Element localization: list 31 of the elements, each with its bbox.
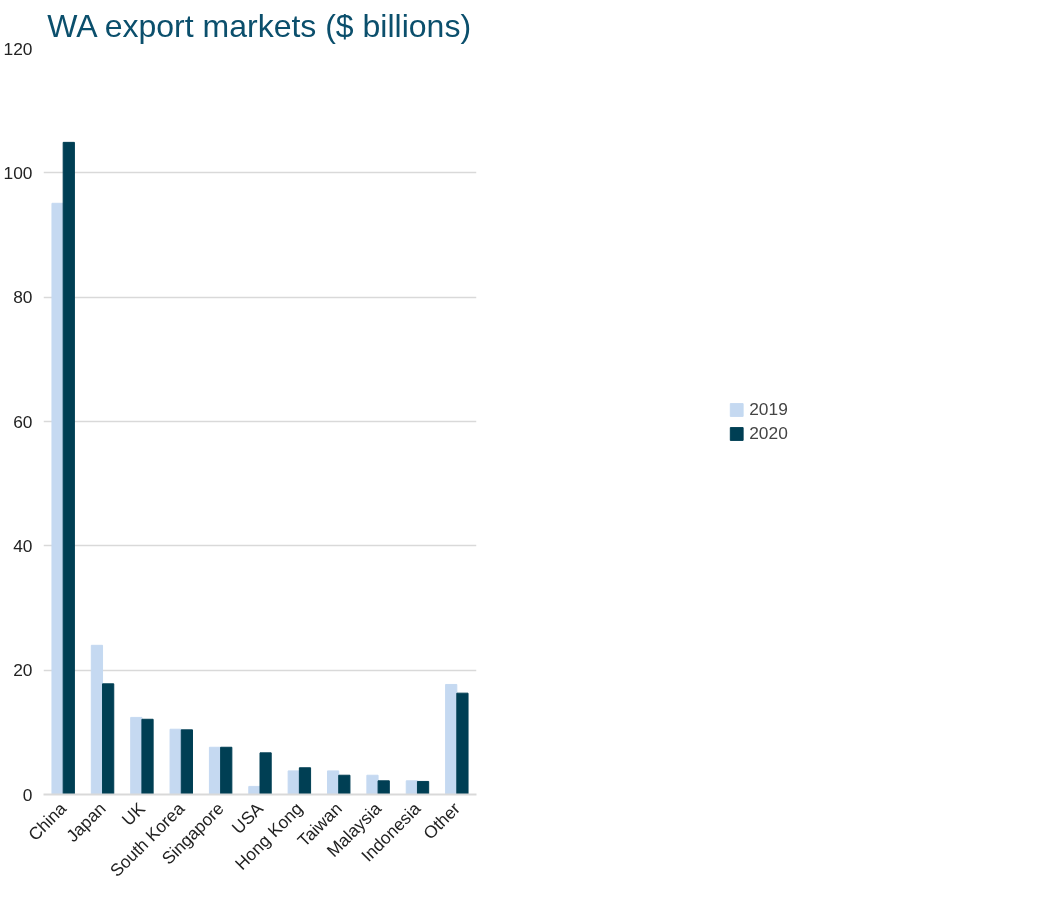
chart-title: WA export markets ($ billions) bbox=[47, 7, 472, 44]
y-tick-label: 120 bbox=[3, 38, 33, 59]
bar bbox=[416, 780, 430, 795]
bar bbox=[405, 780, 418, 795]
bar bbox=[259, 752, 272, 795]
bar bbox=[327, 770, 340, 795]
legend-label: 2019 bbox=[749, 398, 788, 420]
bar bbox=[456, 692, 469, 795]
bar bbox=[62, 141, 75, 795]
bar bbox=[51, 202, 64, 795]
bar bbox=[180, 729, 193, 795]
bar bbox=[169, 728, 182, 795]
bar bbox=[102, 683, 115, 795]
y-tick-label: 60 bbox=[13, 411, 33, 432]
legend-label: 2020 bbox=[749, 422, 788, 444]
bar bbox=[90, 644, 104, 795]
x-tick-label: UK bbox=[117, 798, 150, 830]
y-tick-label: 80 bbox=[13, 287, 33, 308]
bar bbox=[366, 774, 379, 795]
bar bbox=[141, 718, 154, 795]
bar bbox=[445, 683, 458, 795]
y-tick-label: 20 bbox=[13, 660, 33, 681]
bar bbox=[298, 767, 312, 795]
bar bbox=[130, 716, 143, 795]
bar bbox=[287, 770, 300, 795]
bar bbox=[338, 774, 351, 795]
y-tick-label: 40 bbox=[13, 535, 33, 556]
y-tick-label: 100 bbox=[3, 162, 33, 183]
bar bbox=[220, 746, 233, 795]
y-tick-label: 0 bbox=[22, 784, 33, 805]
bar bbox=[377, 780, 390, 795]
